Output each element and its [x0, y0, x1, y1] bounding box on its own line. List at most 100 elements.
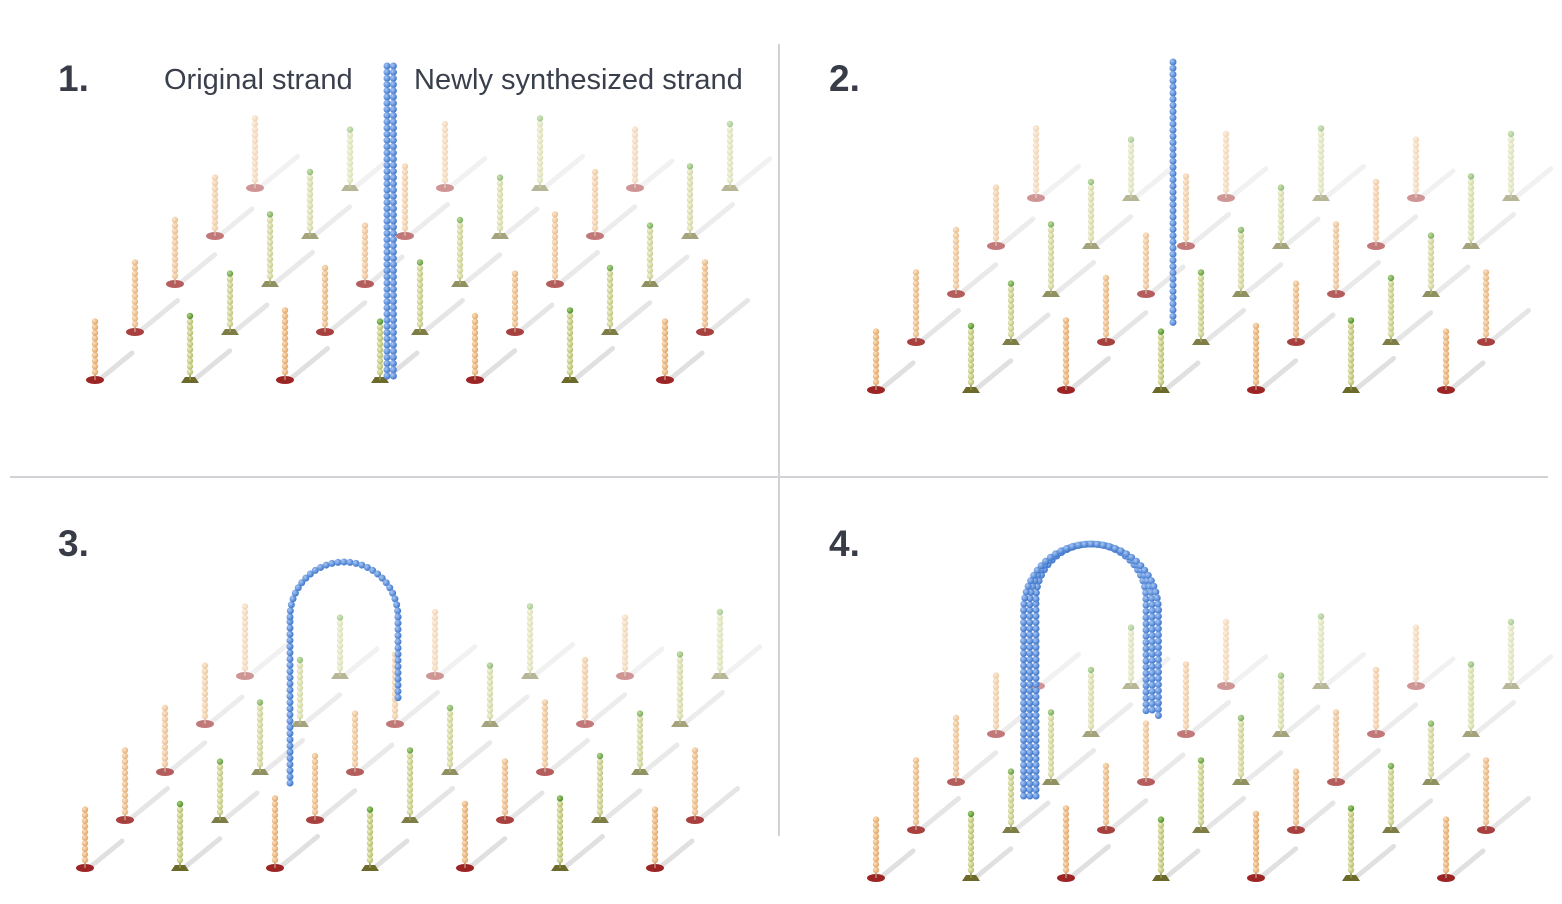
original-strand-post: [466, 312, 518, 384]
original-strand-post: [276, 307, 330, 384]
new-strand-post: [401, 747, 455, 823]
original-strand-post: [1327, 709, 1381, 786]
original-strand-post: [156, 704, 208, 776]
original-strand-post: [306, 752, 358, 824]
original-strand-post: [1027, 125, 1081, 202]
original-strand-post: [626, 126, 675, 192]
original-strand-post: [1437, 816, 1486, 882]
original-strand-post: [1217, 130, 1269, 202]
new-strand-post: [1382, 762, 1434, 833]
original-strand-post: [546, 211, 600, 288]
panel-4-illustration: [867, 540, 1554, 882]
replicating-strand-arch: [1020, 540, 1162, 800]
new-strand-post: [1042, 709, 1096, 785]
new-strand-post: [1382, 274, 1434, 345]
new-strand-post: [331, 614, 380, 679]
new-strand-post: [601, 264, 653, 335]
original-strand-post: [576, 656, 628, 728]
original-strand-post: [1137, 720, 1186, 786]
original-strand-post: [656, 318, 705, 384]
new-strand-post: [291, 656, 343, 727]
new-strand-post: [1502, 130, 1554, 201]
new-strand-post: [491, 174, 540, 239]
new-strand-post: [1462, 661, 1516, 737]
new-strand-post: [1192, 757, 1246, 833]
panel-3-illustration: [76, 558, 763, 872]
original-strand-post: [1327, 221, 1381, 298]
new-strand-post: [1002, 280, 1051, 345]
original-strand-post: [506, 270, 555, 336]
original-strand-post: [126, 259, 180, 336]
original-strand-post: [867, 328, 916, 394]
new-strand-post: [721, 120, 773, 191]
original-strand-post: [456, 800, 508, 872]
original-strand-post: [987, 184, 1036, 250]
new-strand-post: [551, 795, 605, 871]
new-strand-post: [1272, 672, 1321, 737]
original-strand-post: [496, 758, 545, 824]
new-strand-post: [521, 603, 575, 679]
new-strand-post: [1422, 720, 1471, 785]
new-strand-post: [1342, 317, 1396, 393]
new-strand-post: [1122, 136, 1171, 201]
new-strand-post: [361, 806, 410, 871]
new-strand-post: [1082, 666, 1134, 737]
new-strand-post: [711, 608, 763, 679]
new-strand-post: [631, 710, 680, 775]
original-strand-post: [1057, 317, 1111, 394]
new-strand-post: [1042, 221, 1096, 297]
original-strand-post: [196, 662, 245, 728]
original-strand-post: [646, 806, 695, 872]
panel-number-4: 4.: [829, 523, 860, 564]
new-strand-post: [561, 307, 615, 383]
new-strand-post: [181, 312, 233, 383]
new-strand-post: [441, 704, 493, 775]
new-strand-post: [1502, 618, 1554, 689]
new-strand-post: [681, 163, 735, 239]
new-strand-post: [171, 800, 223, 871]
original-strand-post: [1247, 322, 1299, 394]
new-strand-post: [301, 168, 353, 239]
panel-number-2: 2.: [829, 58, 860, 99]
original-strand-post: [386, 651, 440, 728]
original-strand-post: [947, 226, 999, 298]
new-strand-post: [1342, 805, 1396, 881]
original-strand-post: [426, 608, 478, 680]
original-strand-post: [1057, 805, 1111, 882]
new-strand-label: Newly synthesized strand: [414, 64, 743, 96]
new-strand-post: [481, 662, 530, 727]
new-strand-post: [411, 259, 465, 335]
replicating-strand-column: [383, 62, 397, 380]
new-strand-post: [1152, 328, 1201, 393]
original-strand-post: [1097, 274, 1149, 346]
new-strand-post: [1082, 178, 1134, 249]
original-strand-post: [947, 714, 999, 786]
new-strand-post: [221, 270, 270, 335]
new-strand-post: [211, 758, 260, 823]
replicating-strand-column: [1169, 58, 1177, 326]
new-strand-post: [671, 651, 725, 727]
original-strand-post: [316, 264, 368, 336]
original-strand-post: [1367, 178, 1419, 250]
panel-number-3: 3.: [58, 523, 89, 564]
original-strand-label: Original strand: [164, 64, 353, 96]
original-strand-post: [1177, 173, 1231, 250]
original-strand-post: [1177, 661, 1231, 738]
original-strand-post: [907, 269, 961, 346]
original-strand-post: [236, 603, 290, 680]
original-strand-post: [1367, 666, 1419, 738]
original-strand-post: [867, 816, 916, 882]
original-strand-post: [1247, 810, 1299, 882]
horizontal-divider: [10, 476, 1548, 478]
new-strand-post: [1312, 125, 1366, 201]
original-strand-post: [1477, 269, 1531, 346]
original-strand-post: [1407, 136, 1456, 202]
new-strand-post: [1232, 226, 1284, 297]
new-strand-post: [1192, 269, 1246, 345]
original-strand-post: [1287, 280, 1336, 346]
original-strand-post: [586, 168, 638, 240]
original-strand-post: [396, 163, 450, 240]
replicating-strand-arch: [286, 558, 402, 787]
original-strand-post: [1407, 624, 1456, 690]
